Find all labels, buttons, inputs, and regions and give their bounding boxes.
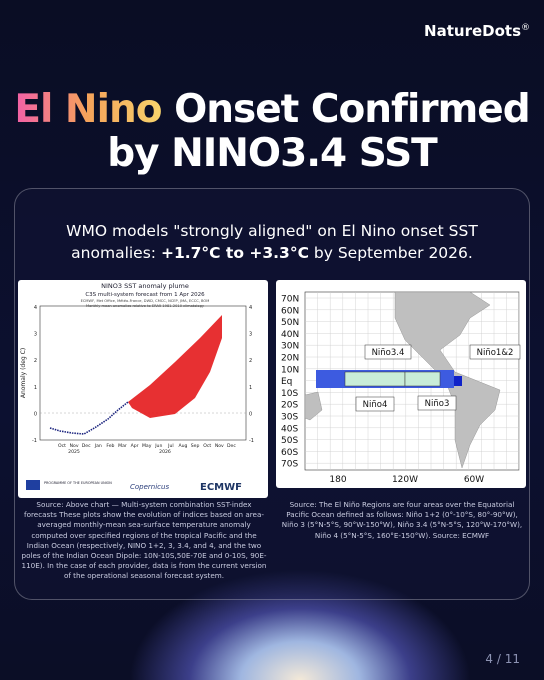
subtitle: WMO models "strongly aligned" on El Nino… xyxy=(40,220,504,264)
ecmwf-logo: ECMWF xyxy=(200,482,242,493)
plume-month: May xyxy=(142,443,152,449)
plume-y-tick-right: 2 xyxy=(249,358,252,364)
plume-month: Jun xyxy=(154,443,162,449)
region-label: Niño4 xyxy=(363,400,388,410)
map-lat-label: 20N xyxy=(281,354,299,364)
plume-y-tick-right: 3 xyxy=(249,332,252,338)
region-label: Niño1&2 xyxy=(477,348,514,358)
plume-month: Nov xyxy=(70,443,79,449)
plume-y-tick: 0 xyxy=(34,411,37,417)
brand-mark: ® xyxy=(521,23,530,33)
caption-right: Source: The El Niño Regions are four are… xyxy=(281,500,523,540)
plume-y-tick: 3 xyxy=(34,332,37,338)
plume-month: Apr xyxy=(131,443,139,449)
map-lat-label: 30N xyxy=(281,342,299,352)
nino34-box xyxy=(344,371,406,387)
plume-providers: ECMWF, Met Office, Météo-France, DWD, CM… xyxy=(81,299,210,303)
plume-month: Jul xyxy=(167,443,174,449)
plume-month: Oct xyxy=(203,443,211,449)
plume-y-tick-right: 4 xyxy=(249,305,252,311)
label-box xyxy=(364,344,412,360)
plume-logos: PROGRAMME OF THE EUROPEAN UNION Copernic… xyxy=(26,480,242,493)
plume-month: Feb xyxy=(106,443,114,449)
map-lat-label: 60S xyxy=(281,448,298,458)
map-lon-label: 60W xyxy=(464,475,484,485)
plume-y-tick-right: 1 xyxy=(249,385,252,391)
map-lon-label: 180 xyxy=(329,475,346,485)
map-lat-label: 30S xyxy=(281,413,298,423)
subtitle-lead: WMO models "strongly aligned" on El Nino… xyxy=(66,222,478,262)
map-lat-label: 10N xyxy=(281,365,299,375)
copernicus-logo: Copernicus xyxy=(130,483,169,491)
plume-frame xyxy=(39,305,247,441)
map-land-west xyxy=(304,391,323,421)
caption-left: Source: Above chart — Multi-system combi… xyxy=(21,500,267,581)
plume-month: Oct xyxy=(58,443,66,449)
brand: NatureDots® xyxy=(424,22,530,40)
nino3-box xyxy=(404,371,441,387)
plume-y-tick: 4 xyxy=(34,305,37,311)
plume-y-tick: -1 xyxy=(32,438,37,444)
plume-title: NINO3 SST anomaly plume xyxy=(101,282,189,290)
plume-subtitle: C3S multi-system forecast from 1 Apr 202… xyxy=(85,292,205,298)
region-label: Niño3 xyxy=(425,399,450,409)
map-lat-label: 50N xyxy=(281,318,299,328)
region-label: Niño3.4 xyxy=(372,348,405,358)
eu-logo-text: PROGRAMME OF THE EUROPEAN UNION xyxy=(44,481,112,485)
plume-year: 2025 xyxy=(68,449,80,455)
plume-y-tick: 1 xyxy=(34,385,37,391)
map-lat-label: 50S xyxy=(281,436,298,446)
map-lat-label: 20S xyxy=(281,401,298,411)
nino12-box xyxy=(454,376,462,386)
label-box xyxy=(469,344,521,360)
map-lon-label: 120W xyxy=(392,475,418,485)
plume-month: Dec xyxy=(227,443,236,449)
title-text: Onset Confirmed xyxy=(174,87,531,132)
eu-flag xyxy=(26,480,40,490)
map-lat-label: 40S xyxy=(281,424,298,434)
pagination: 4 / 11 xyxy=(485,652,520,666)
subtitle-tail: by September 2026. xyxy=(313,244,473,262)
plume-month: Sep xyxy=(191,443,200,449)
plume-panel xyxy=(18,280,268,498)
map-lat-label: 60N xyxy=(281,306,299,316)
subtitle-range: +1.7°C to +3.3°C xyxy=(160,244,309,262)
brand-name: NatureDots xyxy=(424,22,521,40)
plume-y-label: Anomaly (deg C) xyxy=(20,348,27,398)
plume-month: Dec xyxy=(82,443,91,449)
title-line-1: El Nino Onset Confirmed xyxy=(0,88,544,132)
plume-forecast-fan xyxy=(128,315,222,418)
plume-y-tick-right: 0 xyxy=(249,411,252,417)
map-lat-label: 70N xyxy=(281,295,299,305)
map-lat-label: 40N xyxy=(281,330,299,340)
plume-month: Jan xyxy=(94,443,102,449)
map-lat-label: 70S xyxy=(281,460,298,470)
label-box xyxy=(355,396,395,412)
plume-month: Mar xyxy=(118,443,127,449)
map-lat-label: 10S xyxy=(281,389,298,399)
plume-month: Nov xyxy=(215,443,224,449)
plume-month: Aug xyxy=(179,443,188,449)
plume-year: 2026 xyxy=(159,449,171,455)
title-highlight: El Nino xyxy=(14,87,162,132)
plume-y-tick: 2 xyxy=(34,358,37,364)
plume-y-tick-right: -1 xyxy=(249,438,254,444)
label-box xyxy=(417,395,457,411)
title-line-2: by NINO3.4 SST xyxy=(107,131,438,176)
map-lat-label: Eq xyxy=(281,377,292,387)
